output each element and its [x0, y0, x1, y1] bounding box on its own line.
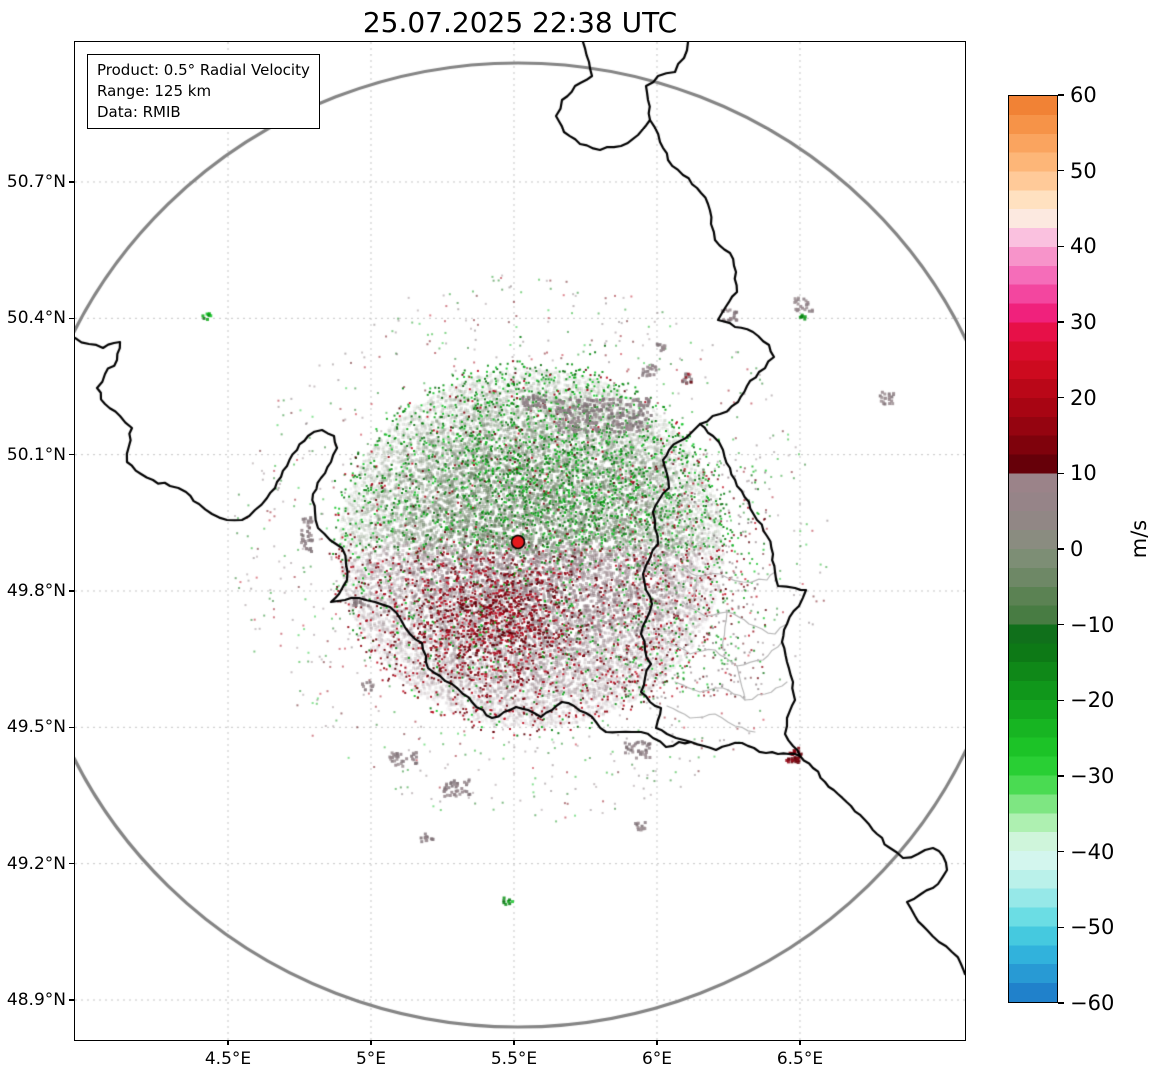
y-tick-mark [69, 726, 74, 729]
colorbar-tick-label: 10 [1070, 461, 1097, 486]
product-info-box: Product: 0.5° Radial Velocity Range: 125… [87, 54, 320, 129]
x-tick-mark [656, 1040, 658, 1045]
colorbar-tick-mark [1058, 396, 1064, 399]
x-tick-label: 5°E [355, 1049, 387, 1069]
colorbar-tick-mark [1058, 169, 1064, 172]
x-tick-label: 6.5°E [776, 1049, 824, 1069]
y-tick-label: 49.2°N [6, 853, 66, 874]
y-tick-label: 48.9°N [6, 990, 66, 1010]
x-tick-mark [370, 1040, 372, 1045]
map-plot: Product: 0.5° Radial Velocity Range: 125… [74, 41, 966, 1041]
colorbar-tick-label: −20 [1070, 688, 1115, 713]
colorbar-tick-mark [1058, 775, 1064, 777]
y-tick-mark [69, 999, 74, 1001]
colorbar-tick-label: 30 [1070, 310, 1097, 334]
colorbar-tick-mark [1058, 321, 1064, 323]
colorbar-tick-label: 40 [1070, 234, 1097, 259]
y-tick-label: 50.4°N [6, 308, 66, 329]
x-tick-mark [227, 1040, 229, 1045]
colorbar-tick-mark [1058, 1002, 1064, 1004]
colorbar-tick-label: 20 [1070, 385, 1097, 410]
colorbar-tick-mark [1058, 548, 1064, 550]
colorbar-tick-mark [1058, 850, 1064, 853]
colorbar-tick-mark [1058, 926, 1064, 929]
colorbar-tick-mark [1058, 472, 1064, 475]
data-source-line: Data: RMIB [97, 103, 181, 121]
y-tick-label: 50.7°N [6, 171, 66, 192]
colorbar-tick-label: −60 [1070, 991, 1115, 1015]
y-tick-mark [69, 862, 74, 865]
y-tick-mark [69, 590, 74, 592]
y-tick-label: 49.5°N [6, 717, 66, 738]
y-tick-mark [69, 317, 74, 320]
x-tick-mark [513, 1040, 515, 1045]
colorbar-tick-label: 0 [1070, 537, 1084, 561]
x-tick-label: 4.5°E [204, 1049, 252, 1069]
colorbar [1008, 95, 1058, 1003]
x-tick-label: 6°E [641, 1049, 673, 1069]
x-tick-mark [799, 1040, 801, 1045]
colorbar-tick-mark [1058, 699, 1064, 702]
y-tick-mark [69, 453, 74, 456]
figure-title: 25.07.2025 22:38 UTC [362, 6, 678, 39]
x-tick-label: 5.5°E [490, 1049, 538, 1069]
colorbar-tick-label: −30 [1070, 764, 1115, 788]
product-line: Product: 0.5° Radial Velocity [97, 61, 310, 79]
colorbar-tick-label: −50 [1070, 915, 1115, 940]
y-tick-label: 49.8°N [6, 580, 66, 601]
y-tick-label: 50.1°N [6, 444, 66, 465]
colorbar-tick-label: −10 [1070, 612, 1115, 637]
colorbar-tick-mark [1058, 623, 1064, 626]
colorbar-tick-mark [1058, 94, 1064, 96]
colorbar-tick-label: 60 [1070, 83, 1097, 107]
colorbar-tick-mark [1058, 245, 1064, 248]
radar-map-canvas [75, 42, 965, 1040]
range-line: Range: 125 km [97, 82, 212, 100]
colorbar-tick-label: −40 [1070, 839, 1115, 864]
y-tick-mark [69, 181, 74, 183]
colorbar-tick-label: 50 [1070, 158, 1097, 183]
colorbar-unit-label: m/s [1127, 519, 1151, 559]
